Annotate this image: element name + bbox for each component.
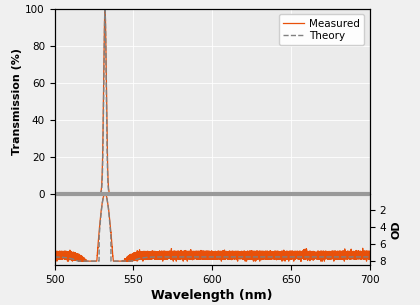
- Theory: [252, 192, 257, 196]
- X-axis label: Wavelength (nm): Wavelength (nm): [151, 289, 273, 302]
- Measured: [102, 7, 108, 11]
- Measured: [302, 192, 307, 195]
- Y-axis label: Transmission (%): Transmission (%): [13, 48, 23, 155]
- Theory: [166, 192, 171, 196]
- Theory: [286, 192, 291, 196]
- Measured: [68, 192, 73, 195]
- Measured: [166, 192, 171, 196]
- Line: Theory: Theory: [55, 10, 370, 194]
- Legend: Measured, Theory: Measured, Theory: [279, 14, 365, 45]
- Theory: [52, 192, 57, 196]
- Theory: [102, 8, 108, 12]
- Y-axis label: OD: OD: [391, 220, 402, 239]
- Line: Measured: Measured: [55, 9, 370, 194]
- Measured: [52, 192, 57, 195]
- Theory: [302, 192, 307, 196]
- Measured: [239, 192, 244, 196]
- Theory: [68, 192, 73, 196]
- Measured: [166, 192, 171, 195]
- Measured: [252, 192, 257, 195]
- Theory: [367, 192, 372, 196]
- Measured: [286, 192, 291, 195]
- Theory: [239, 192, 244, 196]
- Measured: [367, 192, 372, 196]
